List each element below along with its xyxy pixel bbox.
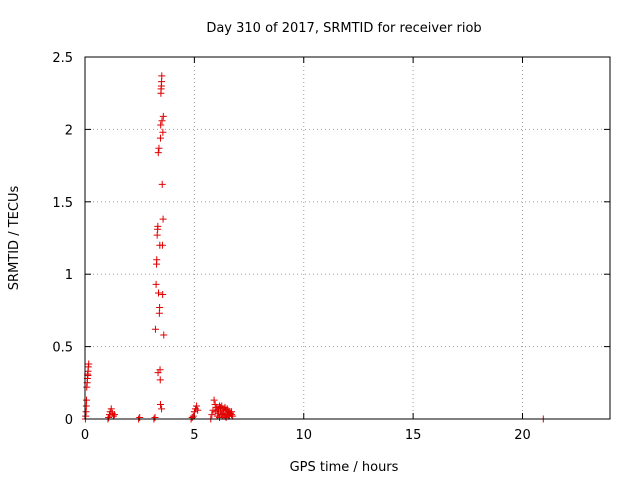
data-point [159,290,167,298]
data-point [158,180,166,188]
data-point [210,396,218,404]
x-tick-label: 15 [405,428,422,443]
data-point [156,376,164,384]
chart-title: Day 310 of 2017, SRMTID for receiver rio… [206,21,481,36]
y-tick-label: 1.5 [52,196,73,211]
data-point [158,72,166,80]
data-point [208,411,216,419]
data-point [151,325,159,333]
y-tick-label: 1 [65,268,73,283]
data-point [188,414,196,422]
data-point [154,222,162,230]
data-point [211,401,219,409]
y-tick-label: 0.5 [52,341,73,356]
grid-lines [85,57,610,419]
data-point [190,408,198,416]
x-tick-label: 0 [81,428,89,443]
data-point [158,241,166,249]
y-tick-label: 0 [65,413,73,428]
data-points [81,72,547,423]
data-point [157,121,165,129]
y-tick-label: 2.5 [52,51,73,66]
data-point [224,412,232,420]
x-tick-label: 20 [514,428,531,443]
data-point [156,134,164,142]
x-axis-label: GPS time / hours [290,460,399,475]
data-point [159,215,167,223]
data-point [154,149,162,157]
data-point [85,360,93,368]
data-point [159,112,167,120]
data-point [220,406,228,414]
y-tick-labels: 0 0.5 1 1.5 2 2.5 [52,51,73,428]
data-point [160,331,168,339]
data-point [107,405,115,413]
data-point [218,402,226,410]
data-point [105,414,113,422]
x-tick-label: 10 [295,428,312,443]
data-point [155,289,162,297]
data-point [136,414,144,422]
data-point [189,412,197,420]
data-point [158,117,166,125]
data-point [158,405,166,413]
data-point [111,411,119,419]
data-point [83,396,91,404]
data-point [221,403,229,411]
y-axis-label: SRMTID / TECUs [7,186,22,291]
data-point [193,402,201,410]
axis-ticks [84,56,610,420]
data-point [156,304,164,312]
data-point [156,401,164,409]
data-point [216,414,224,422]
data-point [194,406,202,414]
data-point [84,372,92,380]
data-point [214,405,222,413]
data-point [152,280,160,288]
data-point [109,412,117,420]
data-point [153,256,161,264]
data-point [156,366,164,374]
data-point [159,128,167,136]
y-tick-label: 2 [65,123,73,138]
x-tick-labels: 0 5 10 15 20 [81,428,531,443]
data-point [155,144,163,152]
data-point [228,408,236,416]
x-tick-label: 5 [190,428,198,443]
data-point [151,414,159,422]
plot-frame [84,56,611,420]
data-point [211,408,219,416]
